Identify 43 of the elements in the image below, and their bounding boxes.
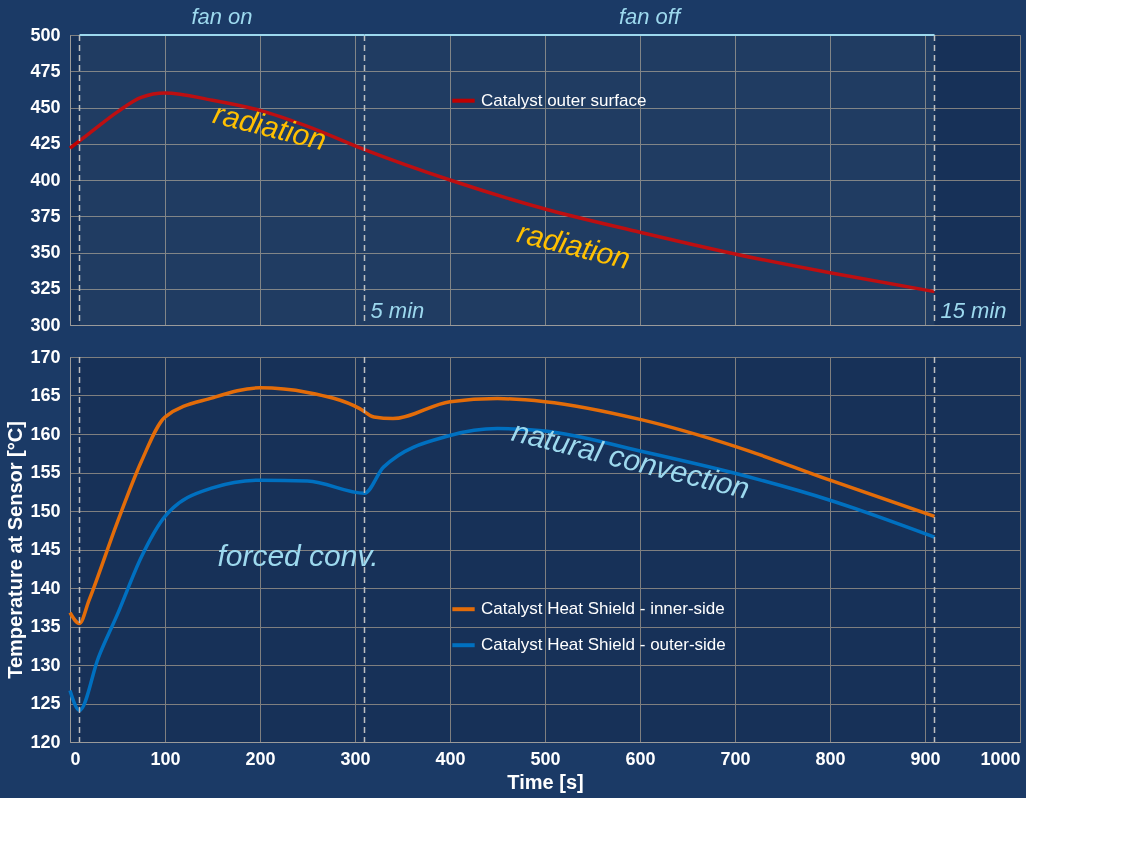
band-label: fan off: [618, 4, 683, 29]
y-tick-label: 500: [30, 24, 61, 45]
y-tick-label: 450: [30, 97, 61, 117]
x-tick-label: 800: [815, 748, 846, 769]
x-tick-label: 1000: [980, 748, 1021, 769]
y-tick-label: 300: [30, 314, 61, 335]
x-tick-label: 400: [435, 748, 466, 769]
y-tick-label: 150: [30, 500, 61, 521]
ref-line-label: 5 min: [370, 298, 425, 323]
x-tick-label: 600: [625, 748, 656, 769]
x-tick-label: 200: [245, 748, 276, 769]
x-tick-label: 900: [910, 748, 941, 769]
x-tick-label: 0: [70, 748, 81, 769]
y-tick-label: 375: [30, 205, 61, 226]
y-tick-label: 170: [30, 346, 61, 367]
annotation: radiation: [514, 215, 634, 276]
y-tick-label: 130: [30, 654, 61, 675]
y-tick-label: 350: [30, 242, 61, 262]
ref-line-label: 15 min: [940, 298, 1007, 323]
y-tick-label: 400: [30, 169, 61, 190]
y-tick-label: 155: [30, 462, 61, 482]
annotation: radiation: [210, 96, 330, 157]
legend-label: Catalyst Heat Shield - outer-side: [481, 635, 726, 655]
y-tick-label: 125: [30, 693, 61, 713]
legend-label: Catalyst Heat Shield - inner-side: [481, 599, 725, 619]
annotation: natural convection: [508, 414, 753, 505]
y-tick-label: 140: [30, 577, 61, 598]
y-tick-label: 160: [30, 423, 61, 444]
y-tick-label: 165: [30, 385, 61, 405]
y-tick-label: 145: [30, 539, 61, 559]
legend-label: Catalyst outer surface: [481, 90, 647, 110]
y-axis-title: Temperature at Sensor [°C]: [4, 421, 27, 679]
y-tick-label: 325: [30, 278, 61, 299]
x-tick-label: 100: [150, 748, 181, 769]
y-tick-label: 425: [30, 133, 61, 154]
band-label: fan on: [191, 4, 253, 29]
x-tick-label: 700: [720, 748, 751, 769]
x-tick-label: 500: [530, 748, 561, 769]
y-tick-label: 135: [30, 616, 61, 636]
x-axis-title: Time [s]: [507, 770, 584, 793]
x-tick-label: 300: [340, 748, 371, 769]
y-tick-label: 475: [30, 60, 61, 81]
y-tick-label: 120: [30, 731, 61, 752]
